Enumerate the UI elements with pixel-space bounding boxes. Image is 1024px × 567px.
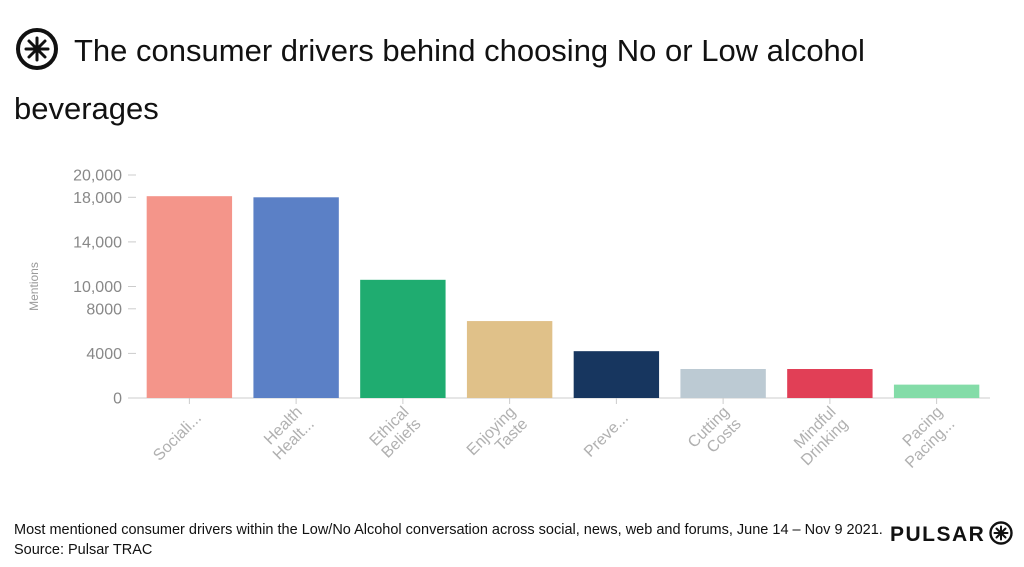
asterisk-circle-icon	[989, 521, 1013, 545]
x-tick-label: HealthHealt...	[258, 404, 318, 464]
svg-text:CuttingCosts: CuttingCosts	[685, 404, 745, 464]
svg-text:PacingPacing...: PacingPacing...	[890, 404, 958, 472]
y-tick-label: 8000	[86, 301, 122, 318]
x-tick-label: Preve...	[581, 410, 632, 461]
y-tick-label: 4000	[86, 346, 122, 363]
y-tick-label: 20,000	[73, 168, 122, 185]
asterisk-circle-icon	[16, 28, 58, 70]
svg-text:Sociali...: Sociali...	[150, 410, 205, 465]
bar	[787, 369, 873, 398]
y-tick-label: 14,000	[73, 234, 122, 251]
bar	[573, 351, 660, 398]
svg-text:EnjoyingTaste: EnjoyingTaste	[464, 404, 532, 472]
bar	[253, 197, 339, 398]
bar	[466, 321, 553, 398]
bar	[893, 384, 980, 398]
bar	[360, 279, 446, 398]
svg-text:MindfulDrinking: MindfulDrinking	[786, 404, 852, 470]
bar	[680, 369, 766, 398]
bar-chart: Mentions 0 4000 8000 10,000 14,000 18,000 20,00…	[27, 168, 990, 472]
x-tick-label: CuttingCosts	[685, 404, 745, 464]
svg-text:EthicalBeliefs: EthicalBeliefs	[367, 404, 425, 462]
x-tick-label: Sociali...	[150, 410, 205, 465]
y-tick-label: 0	[113, 391, 122, 408]
y-tick-label: 18,000	[73, 190, 122, 207]
svg-text:HealthHealt...: HealthHealt...	[258, 404, 318, 464]
svg-text:Preve...: Preve...	[581, 410, 632, 461]
x-tick-label: EthicalBeliefs	[367, 404, 425, 462]
x-tick-label: PacingPacing...	[890, 404, 959, 472]
x-tick-label: EnjoyingTaste	[464, 404, 532, 472]
brand-logo: PULSAR	[890, 523, 986, 546]
chart-caption: Most mentioned consumer drivers within t…	[14, 522, 883, 558]
bar	[146, 196, 233, 398]
chart-title: The consumer drivers behind choosing No …	[14, 33, 865, 126]
x-tick-label: MindfulDrinking	[786, 404, 852, 470]
y-tick-label: 10,000	[73, 279, 122, 296]
y-axis-label: Mentions	[27, 262, 41, 311]
